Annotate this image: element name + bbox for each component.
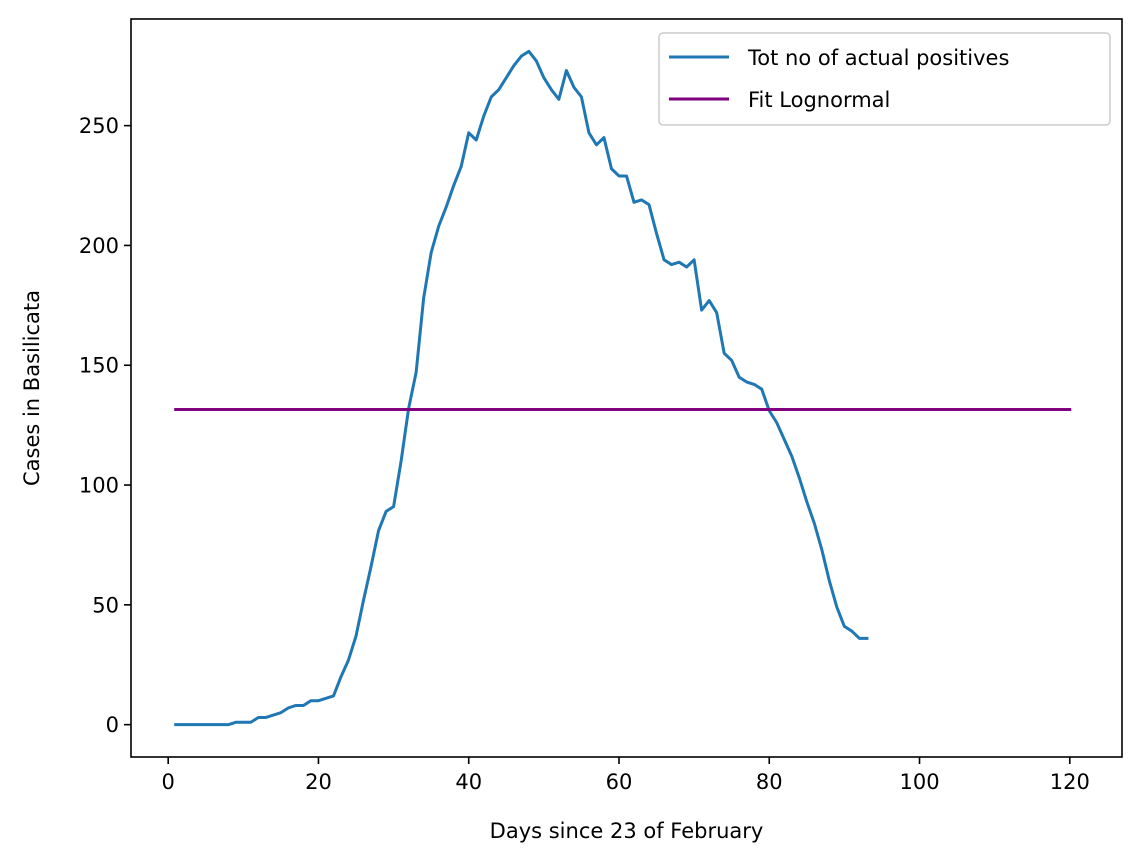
x-axis-ticks: 0 20 40 60 80 100 120	[162, 757, 1090, 794]
x-tick-label: 40	[455, 770, 482, 794]
series-layer	[174, 49, 1072, 727]
series-line-tot-no-of-actual-positives	[174, 49, 869, 727]
legend-box	[658, 32, 1111, 126]
y-tick-label: 250	[79, 114, 119, 138]
x-tick-label: 20	[305, 770, 332, 794]
x-tick-label: 100	[899, 770, 939, 794]
x-axis-label: Days since 23 of February	[490, 819, 764, 843]
y-tick-label: 150	[79, 354, 119, 378]
plot-frame	[130, 18, 1123, 758]
y-tick-label: 100	[79, 474, 119, 498]
y-tick-label: 0	[106, 713, 119, 737]
x-tick-label: 120	[1050, 770, 1090, 794]
y-tick-label: 200	[79, 234, 119, 258]
x-tick-label: 0	[162, 770, 175, 794]
y-axis-ticks: 0 50 100 150 200 250	[79, 114, 131, 737]
legend-label-actual-positives: Tot no of actual positives	[747, 46, 1009, 70]
x-tick-label: 60	[606, 770, 633, 794]
y-axis-label: Cases in Basilicata	[20, 290, 44, 486]
legend: Tot no of actual positives Fit Lognormal	[658, 32, 1111, 126]
legend-label-fit-lognormal: Fit Lognormal	[748, 88, 890, 112]
y-tick-label: 50	[92, 593, 119, 617]
x-tick-label: 80	[756, 770, 783, 794]
